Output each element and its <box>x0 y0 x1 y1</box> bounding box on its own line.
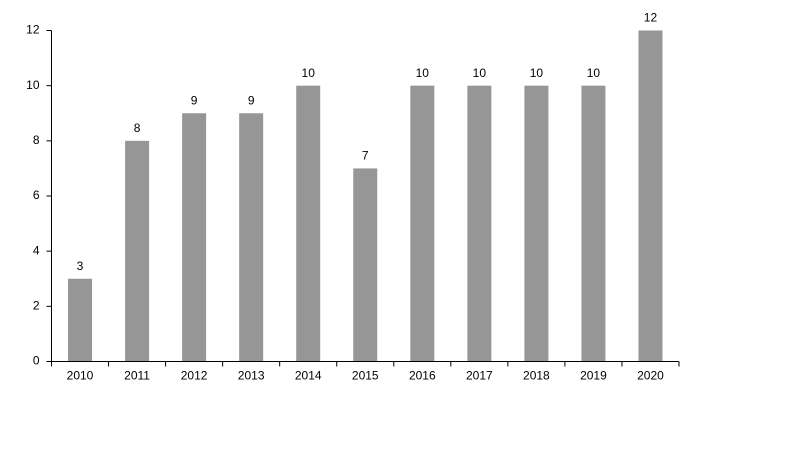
x-tick-label: 2012 <box>181 369 208 383</box>
bar <box>239 113 264 362</box>
data-label: 10 <box>587 66 601 80</box>
x-tick-label: 2010 <box>67 369 94 383</box>
x-tick-label: 2019 <box>580 369 607 383</box>
bar <box>581 85 606 362</box>
bar <box>467 85 492 362</box>
x-tick-label: 2018 <box>523 369 550 383</box>
y-tick-label: 10 <box>26 78 40 92</box>
x-tick-label: 2013 <box>238 369 265 383</box>
data-label: 10 <box>302 66 316 80</box>
data-label: 10 <box>473 66 487 80</box>
data-label: 9 <box>248 93 255 107</box>
x-tick-label: 2017 <box>466 369 493 383</box>
x-tick-label: 2011 <box>124 369 150 383</box>
x-tick-label: 2015 <box>352 369 379 383</box>
bar <box>125 140 150 362</box>
bar <box>638 30 663 362</box>
bar <box>296 85 321 362</box>
y-tick-label: 0 <box>33 354 40 368</box>
x-tick-label: 2016 <box>409 369 436 383</box>
data-label: 10 <box>416 66 430 80</box>
data-label: 3 <box>77 259 84 273</box>
y-tick-label: 6 <box>33 188 40 202</box>
bar <box>410 85 435 362</box>
x-tick-label: 2014 <box>295 369 322 383</box>
y-tick-label: 8 <box>33 133 40 147</box>
data-label: 9 <box>191 93 198 107</box>
bar <box>68 278 93 362</box>
data-label: 12 <box>644 11 658 25</box>
data-label: 10 <box>530 66 544 80</box>
y-tick-label: 2 <box>33 299 40 313</box>
y-tick-label: 4 <box>33 243 40 257</box>
data-label: 8 <box>134 121 141 135</box>
bar <box>524 85 549 362</box>
bar <box>182 113 207 362</box>
data-label: 7 <box>362 149 369 163</box>
x-tick-label: 2020 <box>637 369 664 383</box>
bar <box>353 168 378 362</box>
y-tick-label: 12 <box>26 23 40 37</box>
